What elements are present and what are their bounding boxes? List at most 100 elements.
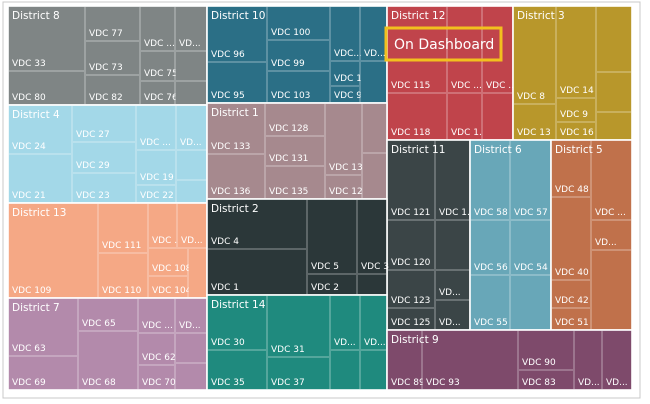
cell xyxy=(596,6,632,72)
cell xyxy=(85,6,140,41)
cell-label: VDC 121 xyxy=(391,208,430,218)
cell-label: VDC 1 xyxy=(211,283,239,293)
cell-label: VD... xyxy=(439,288,461,298)
cell xyxy=(330,295,360,350)
cell xyxy=(8,356,78,390)
cell xyxy=(330,61,360,86)
cell xyxy=(387,270,435,308)
cell xyxy=(207,295,267,350)
cell xyxy=(482,6,513,93)
cell xyxy=(556,6,596,98)
cell xyxy=(518,330,574,370)
cell-label: VDC 27 xyxy=(76,130,110,140)
cell-label: VDC... xyxy=(334,49,362,59)
cell-label: VDC 40 xyxy=(555,268,589,278)
cell-label: VDC 123 xyxy=(391,296,430,306)
cell xyxy=(602,330,632,390)
district: VDC 115 VDC 118 VDC ... VDC 1... VDC ... Dist… xyxy=(386,5,517,141)
cell xyxy=(136,150,176,185)
cell xyxy=(78,331,138,390)
cell-label: VDC ... xyxy=(140,138,171,148)
district: VDC 24 VDC 21 VDC 27 VDC 29 VDC 23 VDC ... VDC… xyxy=(7,104,208,204)
cell xyxy=(513,6,556,104)
district-label: District 7 xyxy=(12,302,60,314)
district-label: District 12 xyxy=(391,10,445,22)
cell xyxy=(596,112,632,140)
cell-label: VDC 134 xyxy=(329,163,369,173)
cell xyxy=(267,295,330,357)
district-label: District 8 xyxy=(12,10,60,22)
cell xyxy=(470,140,510,220)
cell xyxy=(8,203,98,298)
cell xyxy=(510,275,551,330)
cell xyxy=(176,150,207,180)
overlay-label: On Dashboard xyxy=(394,37,494,53)
cell-label: VDC 8 xyxy=(517,92,545,102)
cell-label: VD... xyxy=(180,138,202,148)
cell-label: VDC 1... xyxy=(439,208,476,218)
cell xyxy=(330,350,360,390)
cell xyxy=(207,350,267,390)
cell xyxy=(140,51,175,81)
cell-label: VDC 83 xyxy=(522,378,556,388)
cell-label: VDC 1... xyxy=(451,128,488,138)
cell-label: VDC 42 xyxy=(555,296,589,306)
cell-label: VD... xyxy=(606,378,628,388)
district: VDC 48 VDC 40 VDC 42 VDC 51 VDC ... VD... Dist… xyxy=(550,139,633,331)
cell xyxy=(267,71,330,103)
district-label: District 3 xyxy=(517,10,565,22)
cell-label: VDC 111 xyxy=(102,241,141,251)
cell xyxy=(8,298,78,356)
district: VDC 58 VDC 57 VDC 56 VDC 54 VDC 55 District 6 xyxy=(469,139,552,331)
cell xyxy=(574,330,602,390)
cell-label: VDC 19 xyxy=(140,173,174,183)
cell xyxy=(176,180,207,203)
cell-label: VDC 131 xyxy=(269,154,308,164)
district: VDC 33 VDC 80 VDC 77 VDC 73 VDC 82 VDC ... VDC… xyxy=(7,5,208,106)
cell xyxy=(207,6,267,62)
cell xyxy=(362,153,387,199)
cell-label: VDC 35 xyxy=(211,378,245,388)
district-label: District 14 xyxy=(211,299,266,311)
cell-label: VDC 3 xyxy=(361,262,389,272)
cell-label: VDC 103 xyxy=(271,91,310,101)
district: VDC 133 VDC 136 VDC 128 VDC 131 VDC 135 VDC 1… xyxy=(206,102,388,200)
cell xyxy=(435,220,470,270)
cell xyxy=(435,270,470,300)
district-label: District 13 xyxy=(12,207,66,219)
cell xyxy=(470,275,510,330)
cell-label: VDC 48 xyxy=(555,185,589,195)
cell-label: VDC 115 xyxy=(391,81,430,91)
cell-label: VDC 118 xyxy=(391,128,431,138)
cell-label: VDC 120 xyxy=(391,258,431,268)
cell xyxy=(207,249,307,295)
cell xyxy=(72,173,136,203)
cell xyxy=(551,197,591,280)
cell xyxy=(447,93,482,140)
cell-label: VDC 1... xyxy=(334,74,371,84)
district-border xyxy=(386,329,633,391)
cell-label: VDC 73 xyxy=(89,63,123,73)
cell-label: VDC 90 xyxy=(522,358,556,368)
cell-label: VDC 69 xyxy=(12,378,46,388)
district-label: District 2 xyxy=(211,203,259,215)
cell-label: VDC 82 xyxy=(89,93,123,103)
cell xyxy=(357,199,387,274)
cell xyxy=(265,136,325,166)
cell-label: VDC 16 xyxy=(560,128,594,138)
cell xyxy=(357,274,387,295)
cell-label: VDC 108 xyxy=(152,264,192,274)
cell-label: VDC 14 xyxy=(560,86,594,96)
cell-label: VDC 80 xyxy=(12,93,46,103)
cell-label: VD... xyxy=(439,318,461,328)
cell xyxy=(72,142,136,173)
cell-label: VDC ... xyxy=(152,236,183,246)
cell-label: VDC 76 xyxy=(144,93,178,103)
cell-label: VDC 4 xyxy=(211,237,239,247)
cell xyxy=(435,140,470,220)
cell-label: VDC 30 xyxy=(211,338,245,348)
cell-label: VD... xyxy=(334,338,356,348)
cell-label: VDC 51 xyxy=(555,318,589,328)
